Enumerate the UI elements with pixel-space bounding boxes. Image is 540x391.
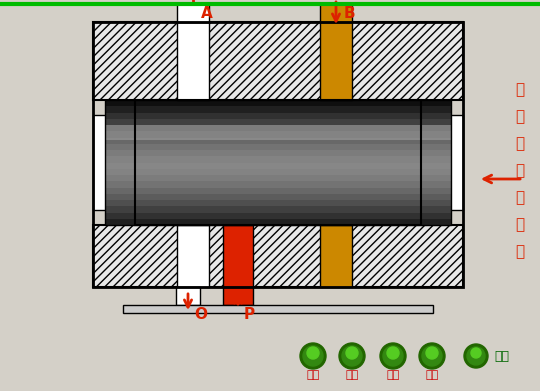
Text: 左位: 左位 <box>306 370 320 380</box>
Bar <box>320 22 352 100</box>
Bar <box>105 163 451 169</box>
Text: 通: 通 <box>516 163 524 179</box>
Bar <box>223 287 253 305</box>
Text: 阀: 阀 <box>516 244 524 260</box>
Bar <box>105 100 451 107</box>
Circle shape <box>303 346 323 366</box>
Circle shape <box>422 346 442 366</box>
Bar <box>105 175 451 182</box>
Bar <box>105 125 451 140</box>
Circle shape <box>380 343 406 369</box>
Bar <box>177 225 209 287</box>
Text: A: A <box>201 6 213 21</box>
Bar <box>320 22 352 100</box>
Circle shape <box>426 347 438 359</box>
Bar <box>93 115 135 210</box>
Bar <box>105 156 451 163</box>
Bar <box>105 150 451 157</box>
Bar <box>135 125 145 200</box>
Bar <box>105 100 451 225</box>
Circle shape <box>346 347 358 359</box>
Bar <box>105 169 451 176</box>
Bar <box>105 144 451 151</box>
Bar <box>135 100 421 225</box>
Bar <box>105 200 451 207</box>
Bar <box>223 225 253 287</box>
Circle shape <box>467 347 485 365</box>
Bar <box>421 115 463 210</box>
Text: O: O <box>194 307 207 322</box>
Bar <box>105 206 451 213</box>
Bar <box>105 194 451 201</box>
Bar <box>93 225 463 287</box>
Text: 返回: 返回 <box>494 350 509 364</box>
Text: B: B <box>344 6 356 21</box>
Bar <box>223 225 253 287</box>
Bar <box>320 100 380 140</box>
Bar <box>93 22 463 100</box>
Bar <box>105 138 451 144</box>
Circle shape <box>300 343 326 369</box>
Bar <box>123 305 433 313</box>
Bar <box>177 22 209 100</box>
Bar <box>105 106 451 113</box>
Bar <box>93 22 463 287</box>
Bar <box>177 22 209 100</box>
Circle shape <box>471 348 481 358</box>
Text: 向: 向 <box>516 217 524 233</box>
Bar <box>320 225 352 287</box>
Bar <box>176 287 200 305</box>
Bar <box>105 131 451 138</box>
Bar <box>223 225 253 287</box>
Bar <box>223 100 253 287</box>
Circle shape <box>419 343 445 369</box>
Text: 位: 位 <box>516 109 524 124</box>
Bar <box>105 125 451 132</box>
Bar <box>177 4 209 22</box>
Bar <box>320 185 380 225</box>
Bar <box>193 183 253 225</box>
Bar <box>320 4 352 22</box>
Bar <box>105 188 451 194</box>
Circle shape <box>383 346 403 366</box>
Bar <box>411 125 421 200</box>
Bar <box>177 225 209 287</box>
Text: 停止: 停止 <box>426 370 438 380</box>
Circle shape <box>342 346 362 366</box>
Bar <box>105 113 451 119</box>
Text: P: P <box>244 307 255 322</box>
Circle shape <box>307 347 319 359</box>
Text: 右位: 右位 <box>387 370 400 380</box>
Bar <box>105 212 451 219</box>
Circle shape <box>464 344 488 368</box>
Bar <box>320 12 352 100</box>
Bar <box>105 181 451 188</box>
Bar <box>320 225 352 287</box>
Bar <box>105 119 451 126</box>
Bar <box>193 100 253 142</box>
Bar <box>320 225 352 287</box>
Bar <box>105 219 451 226</box>
Text: 中位: 中位 <box>346 370 359 380</box>
Text: 三: 三 <box>516 83 524 97</box>
Circle shape <box>339 343 365 369</box>
Text: 換: 換 <box>516 190 524 206</box>
Circle shape <box>387 347 399 359</box>
Text: 四: 四 <box>516 136 524 151</box>
